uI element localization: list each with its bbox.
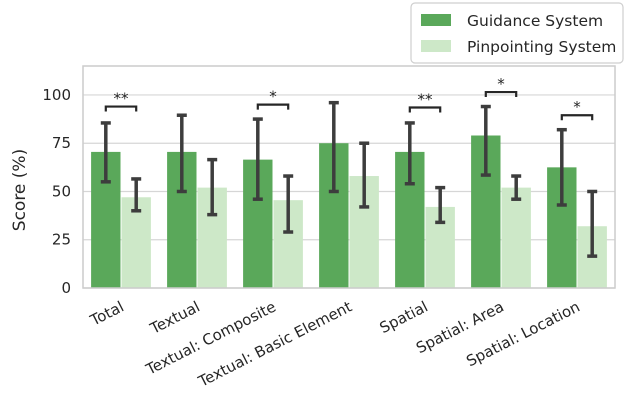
legend-swatch bbox=[421, 14, 451, 26]
y-tick-label: 50 bbox=[52, 182, 71, 200]
significance-bracket bbox=[408, 106, 442, 113]
y-tick-label: 100 bbox=[42, 86, 71, 104]
legend: Guidance System Pinpointing System bbox=[410, 2, 624, 64]
significance-label: * bbox=[573, 98, 581, 116]
significance-brackets: ** * **** bbox=[104, 75, 594, 121]
y-tick-label: 75 bbox=[52, 134, 71, 152]
legend-swatch bbox=[421, 40, 451, 52]
plot-frame bbox=[82, 65, 616, 289]
significance-label: * bbox=[497, 75, 505, 93]
y-tick-label: 0 bbox=[61, 279, 71, 297]
bar bbox=[501, 187, 531, 288]
significance-label: ** bbox=[114, 90, 130, 108]
significance-bracket bbox=[484, 90, 518, 98]
legend-label: Pinpointing System bbox=[467, 38, 616, 56]
x-tick-label: Total bbox=[87, 298, 127, 330]
y-tick-label: 25 bbox=[52, 231, 71, 249]
error-bars bbox=[100, 100, 598, 258]
significance-bracket bbox=[256, 103, 290, 110]
legend-label: Guidance System bbox=[467, 12, 603, 30]
significance-bracket bbox=[104, 105, 138, 112]
significance-label: * bbox=[269, 88, 277, 106]
bars bbox=[91, 135, 607, 288]
y-axis-label: Score (%) bbox=[10, 149, 30, 231]
significance-label: ** bbox=[418, 91, 434, 109]
x-tick-label: Spatial bbox=[377, 298, 431, 337]
significance-bracket bbox=[560, 114, 594, 121]
legend-box bbox=[410, 2, 624, 64]
grid bbox=[83, 94, 615, 289]
x-tick-label: Textual bbox=[146, 298, 202, 339]
